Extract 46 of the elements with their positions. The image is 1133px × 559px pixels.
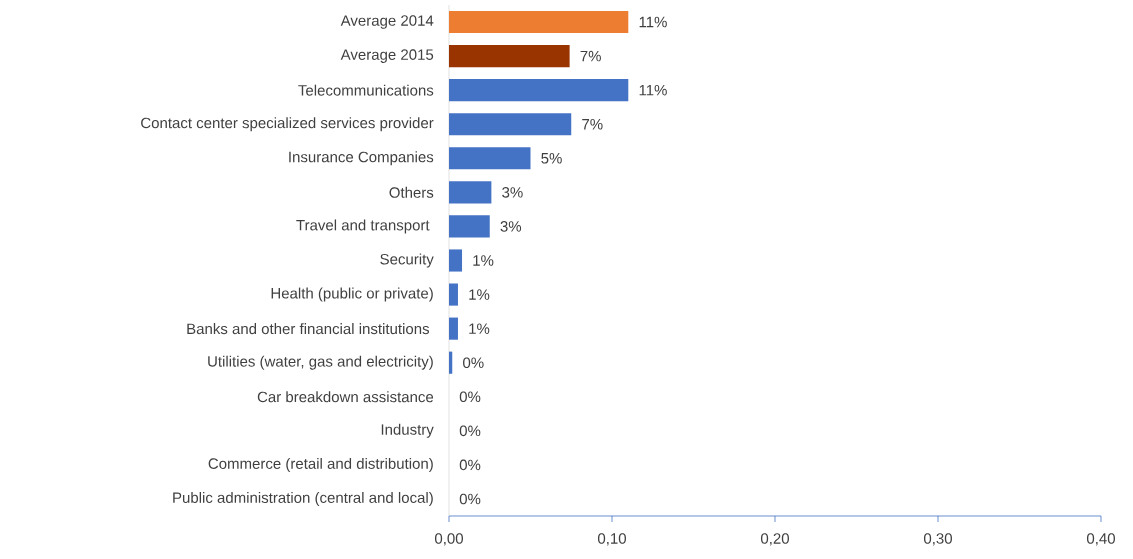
y-tick-label: Average 2014 <box>340 15 434 29</box>
bar <box>449 79 629 102</box>
data-label: 1% <box>473 255 494 266</box>
bar <box>449 249 463 272</box>
y-tick-label: Commerce (retail and distribution) <box>208 457 433 472</box>
x-tick-label: 0,00 <box>434 533 463 546</box>
y-tick-label: Others <box>389 186 434 198</box>
data-label: 0% <box>463 357 484 368</box>
data-label: 7% <box>580 50 601 62</box>
bar <box>449 113 572 136</box>
data-label: 1% <box>469 323 490 334</box>
y-tick-label: Telecommunications <box>298 84 434 96</box>
y-tick-label: Average 2015 <box>340 49 434 63</box>
x-tick-label: 0,10 <box>597 533 626 546</box>
data-label: 7% <box>582 118 603 130</box>
y-tick-label: Travel and transport <box>296 219 430 234</box>
bar <box>449 181 492 204</box>
y-tick-label: Health (public or private) <box>271 287 433 302</box>
y-tick-label: Car breakdown assistance <box>257 391 434 403</box>
data-label: 11% <box>639 84 667 96</box>
y-tick-label: Security <box>380 253 434 268</box>
data-label: 5% <box>541 153 562 164</box>
x-tick-label: 0,30 <box>923 533 952 546</box>
bar <box>449 10 629 34</box>
y-tick-label: Industry <box>381 423 434 438</box>
data-label: 0% <box>459 459 481 471</box>
data-label: 0% <box>459 391 481 403</box>
data-label: 11% <box>639 16 667 28</box>
data-label: 0% <box>459 425 481 437</box>
x-tick-label: 0,20 <box>760 533 789 546</box>
bar <box>449 351 453 374</box>
bar <box>449 215 490 238</box>
bar <box>449 317 458 340</box>
bar <box>449 283 458 306</box>
bar <box>449 147 531 170</box>
data-label: 1% <box>469 289 490 300</box>
data-label: 3% <box>502 187 523 198</box>
y-tick-label: Public administration (central and local) <box>173 491 433 506</box>
y-tick-label: Contact center specialized services provider <box>141 117 434 132</box>
bar <box>449 45 570 68</box>
x-tick-label: 0,40 <box>1086 533 1115 546</box>
y-tick-label: Utilities (water, gas and electricity) <box>208 355 433 370</box>
data-label: 3% <box>500 221 522 232</box>
data-label: 0% <box>459 493 481 505</box>
y-tick-label: Banks and other financial institutions <box>187 323 430 335</box>
y-tick-label: Insurance Companies <box>289 151 434 166</box>
